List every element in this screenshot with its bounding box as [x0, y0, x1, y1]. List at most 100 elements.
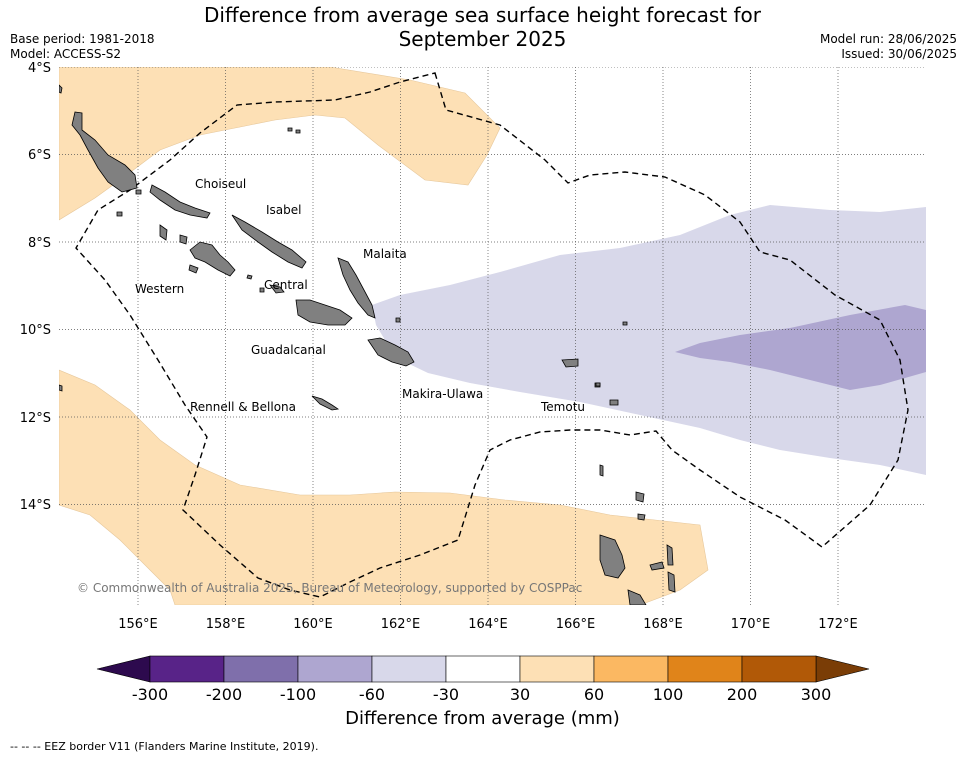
island-vella-lavella — [159, 224, 168, 241]
colorbar-tick-label: -200 — [206, 685, 242, 700]
province-label-choiseul: Choiseul — [195, 177, 246, 191]
colorbar-tick-label: 60 — [584, 685, 604, 700]
lon-label: 164°E — [468, 617, 508, 632]
latitude-labels: 4°S 6°S 8°S 10°S 12°S 14°S — [20, 61, 51, 513]
colorbar-tick-label: -30 — [433, 685, 459, 700]
island-pentecost — [667, 571, 676, 593]
island-ulawa — [395, 317, 401, 323]
colorbar-tick-label: 200 — [727, 685, 758, 700]
island-vanua-lava — [635, 491, 645, 503]
island-rendova — [188, 264, 199, 274]
province-label-guadalcanal: Guadalcanal — [251, 343, 326, 357]
colorbar-segment — [297, 655, 373, 683]
island-espiritu-santo — [599, 534, 626, 579]
lon-label: 158°E — [206, 617, 246, 632]
island-new-ireland-edge — [59, 84, 63, 94]
island-sikaiana — [295, 129, 301, 134]
island-rennell — [311, 395, 340, 411]
lat-label: 8°S — [28, 236, 51, 251]
colorbar-tick-label: -100 — [280, 685, 316, 700]
lon-label: 166°E — [556, 617, 596, 632]
colorbar: -300 -200 -100 -60 -30 30 60 100 200 300 — [96, 655, 870, 700]
island-torres — [599, 464, 604, 477]
province-label-rennell-bellona: Rennell & Bellona — [190, 400, 296, 414]
anomaly-negative-light — [372, 205, 926, 475]
copyright-notice: © Commonwealth of Australia 2025, Bureau… — [77, 581, 582, 595]
map-title: Difference from average sea surface heig… — [0, 3, 965, 51]
model-info: Base period: 1981-2018 Model: ACCESS-S2 — [10, 32, 155, 62]
colorbar-segment — [519, 655, 595, 683]
run-info: Model run: 28/06/2025 Issued: 30/06/2025 — [820, 32, 957, 62]
colorbar-ticks: -300 -200 -100 -60 -30 30 60 100 200 300 — [132, 685, 831, 700]
colorbar-segment — [741, 655, 817, 683]
model-name: Model: ACCESS-S2 — [10, 47, 122, 61]
lon-label: 160°E — [293, 617, 333, 632]
province-label-temotu: Temotu — [540, 400, 585, 414]
lon-label: 156°E — [118, 617, 158, 632]
island-ambae — [649, 561, 665, 571]
island-kolombangara — [179, 234, 188, 245]
island-bougainville — [71, 111, 138, 193]
eez-footnote: -- -- -- EEZ border V11 (Flanders Marine… — [10, 740, 319, 753]
longitude-labels: 156°E 158°E 160°E 162°E 164°E 166°E 168°… — [118, 617, 858, 632]
title-line-2: September 2025 — [398, 27, 567, 51]
colorbar-segment — [223, 655, 299, 683]
colorbar-segment — [371, 655, 447, 683]
island-far-west — [59, 384, 63, 392]
colorbar-tick-label: 30 — [510, 685, 530, 700]
lat-label: 6°S — [28, 148, 51, 163]
province-label-makira-ulawa: Makira-Ulawa — [402, 387, 483, 401]
colorbar-segment — [593, 655, 669, 683]
island-ontong-java — [287, 127, 293, 132]
province-label-isabel: Isabel — [266, 203, 301, 217]
island-treasury — [135, 189, 142, 195]
province-label-western: Western — [135, 282, 184, 296]
colorbar-tick-label: -60 — [359, 685, 385, 700]
title-line-1: Difference from average sea surface heig… — [203, 3, 762, 27]
colorbar-segments — [149, 655, 817, 683]
island-anuta — [622, 321, 628, 326]
lon-label: 162°E — [381, 617, 421, 632]
lon-label: 170°E — [731, 617, 771, 632]
island-isabel — [231, 214, 307, 269]
province-labels: Choiseul Isabel Malaita Western Central … — [135, 177, 585, 414]
colorbar-tick-label: 300 — [801, 685, 832, 700]
colorbar-segment — [667, 655, 743, 683]
colorbar-under-arrow — [96, 655, 151, 683]
island-vanikoro — [609, 399, 619, 406]
graticule — [59, 67, 926, 605]
island-makira — [367, 337, 415, 367]
island-shortlands — [116, 211, 123, 217]
map-figure: Choiseul Isabel Malaita Western Central … — [20, 61, 926, 700]
island-central — [269, 284, 285, 294]
base-period: Base period: 1981-2018 — [10, 32, 155, 46]
colorbar-tick-label: -300 — [132, 685, 168, 700]
lat-label: 10°S — [20, 323, 51, 338]
island-maewo — [666, 544, 674, 566]
land — [59, 84, 676, 605]
island-tikopia — [595, 382, 601, 387]
island-gaua — [637, 513, 646, 521]
island-russell — [246, 274, 253, 280]
island-guadalcanal — [295, 299, 353, 326]
issued-date: Issued: 30/06/2025 — [841, 47, 957, 61]
eez-border — [75, 72, 909, 598]
colorbar-segment — [149, 655, 225, 683]
model-run: Model run: 28/06/2025 — [819, 32, 957, 46]
lon-label: 172°E — [818, 617, 858, 632]
colorbar-tick-label: 100 — [653, 685, 684, 700]
island-malaita — [337, 257, 376, 319]
colorbar-label: Difference from average (mm) — [345, 708, 620, 729]
island-choiseul — [149, 184, 211, 219]
colorbar-segment — [445, 655, 521, 683]
island-malekula — [627, 589, 647, 605]
map-body: Choiseul Isabel Malaita Western Central … — [59, 67, 926, 605]
lat-label: 4°S — [28, 61, 51, 76]
lat-label: 14°S — [20, 498, 51, 513]
island-ndeni — [561, 358, 579, 368]
lon-label: 168°E — [643, 617, 683, 632]
colorbar-over-arrow — [815, 655, 870, 683]
province-label-malaita: Malaita — [363, 247, 407, 261]
island-savo — [259, 287, 265, 293]
lat-label: 12°S — [20, 411, 51, 426]
